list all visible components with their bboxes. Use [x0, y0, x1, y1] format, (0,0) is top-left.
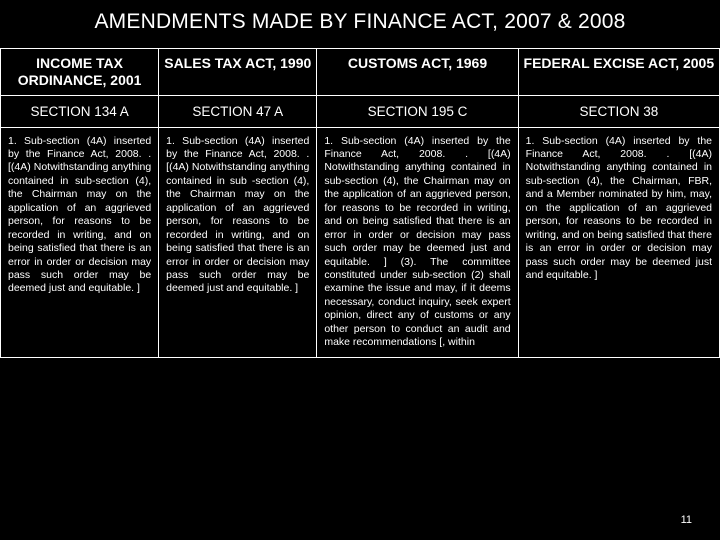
- col-header-sales-tax: SALES TAX ACT, 1990: [159, 49, 317, 96]
- table-section-row: SECTION 134 A SECTION 47 A SECTION 195 C…: [1, 95, 720, 127]
- section-income-tax: SECTION 134 A: [1, 95, 159, 127]
- section-customs: SECTION 195 C: [317, 95, 518, 127]
- body-federal-excise: 1. Sub-section (4A) inserted by the Fina…: [518, 127, 719, 357]
- amendments-table: INCOME TAX ORDINANCE, 2001 SALES TAX ACT…: [0, 48, 720, 358]
- section-federal-excise: SECTION 38: [518, 95, 719, 127]
- page-number: 11: [681, 514, 692, 526]
- col-header-customs: CUSTOMS ACT, 1969: [317, 49, 518, 96]
- body-customs: 1. Sub-section (4A) inserted by the Fina…: [317, 127, 518, 357]
- section-sales-tax: SECTION 47 A: [159, 95, 317, 127]
- slide-title: AMENDMENTS MADE BY FINANCE ACT, 2007 & 2…: [0, 0, 720, 48]
- body-sales-tax: 1. Sub-section (4A) inserted by the Fina…: [159, 127, 317, 357]
- table-header-row: INCOME TAX ORDINANCE, 2001 SALES TAX ACT…: [1, 49, 720, 96]
- col-header-federal-excise: FEDERAL EXCISE ACT, 2005: [518, 49, 719, 96]
- table-body-row: 1. Sub-section (4A) inserted by the Fina…: [1, 127, 720, 357]
- col-header-income-tax: INCOME TAX ORDINANCE, 2001: [1, 49, 159, 96]
- body-income-tax: 1. Sub-section (4A) inserted by the Fina…: [1, 127, 159, 357]
